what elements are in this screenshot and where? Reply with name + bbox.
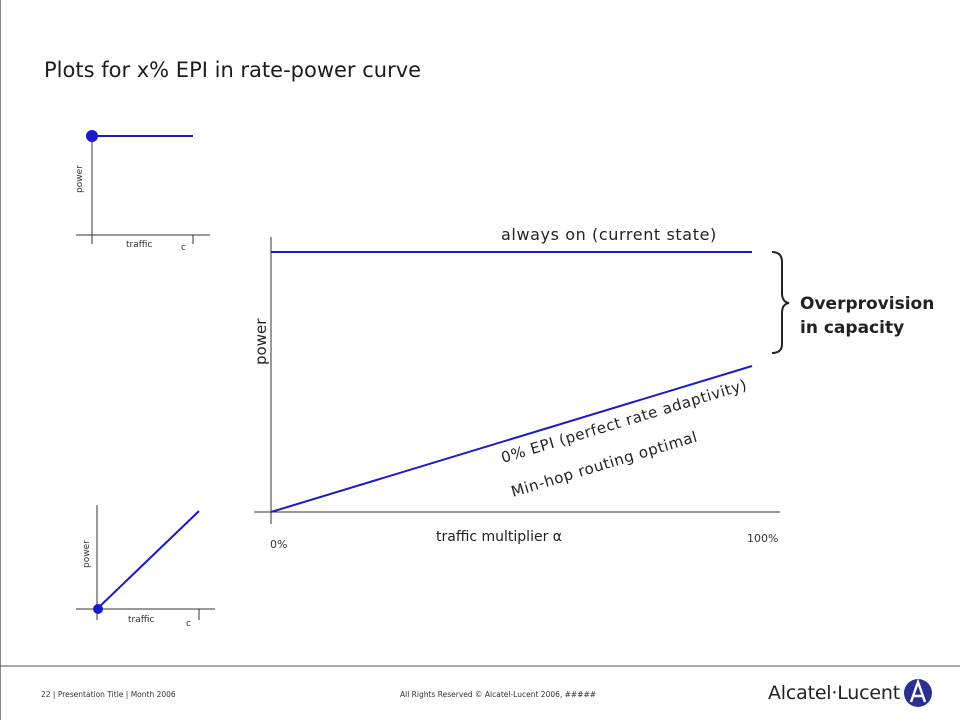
mini-top-xlabel: traffic xyxy=(126,240,152,250)
mini-bottom-ylabel: power xyxy=(82,540,92,568)
mini-top-ylabel: power xyxy=(75,165,85,193)
main-ylabel: power xyxy=(252,318,270,365)
slide-title: Plots for x% EPI in rate-power curve xyxy=(44,58,422,82)
overprovision-label-line1: Overprovision xyxy=(800,294,934,314)
footer-page-info: 22 | Presentation Title | Month 2006 xyxy=(41,690,176,699)
mini-chart-top: power traffic c xyxy=(75,130,210,253)
mini-bottom-cap-label: c xyxy=(186,619,191,629)
mini-bottom-xlabel: traffic xyxy=(128,615,154,625)
alcatel-lucent-logo-icon xyxy=(904,678,932,707)
mini-top-cap-label: c xyxy=(181,243,186,253)
main-xlabel: traffic multiplier α xyxy=(436,529,562,545)
mini-bottom-power-line xyxy=(96,510,200,610)
logo-wordmark: Alcatel·Lucent xyxy=(768,682,900,704)
overprovision-label-line2: in capacity xyxy=(800,318,904,338)
company-logo: Alcatel·Lucent xyxy=(768,676,938,710)
mini-chart-bottom: power traffic c xyxy=(76,505,215,629)
epi-linear-line xyxy=(270,365,753,513)
tick-label-end: 100% xyxy=(747,532,778,545)
always-on-label: always on (current state) xyxy=(501,225,717,244)
footer-copyright: All Rights Reserved © Alcatel-Lucent 200… xyxy=(400,690,597,699)
main-chart: power traffic multiplier α 0% 100% alway… xyxy=(252,225,934,551)
mini-top-origin-dot xyxy=(86,130,98,142)
mini-bottom-origin-dot xyxy=(93,604,103,614)
tick-label-start: 0% xyxy=(270,538,287,551)
overprovision-brace xyxy=(771,251,790,354)
